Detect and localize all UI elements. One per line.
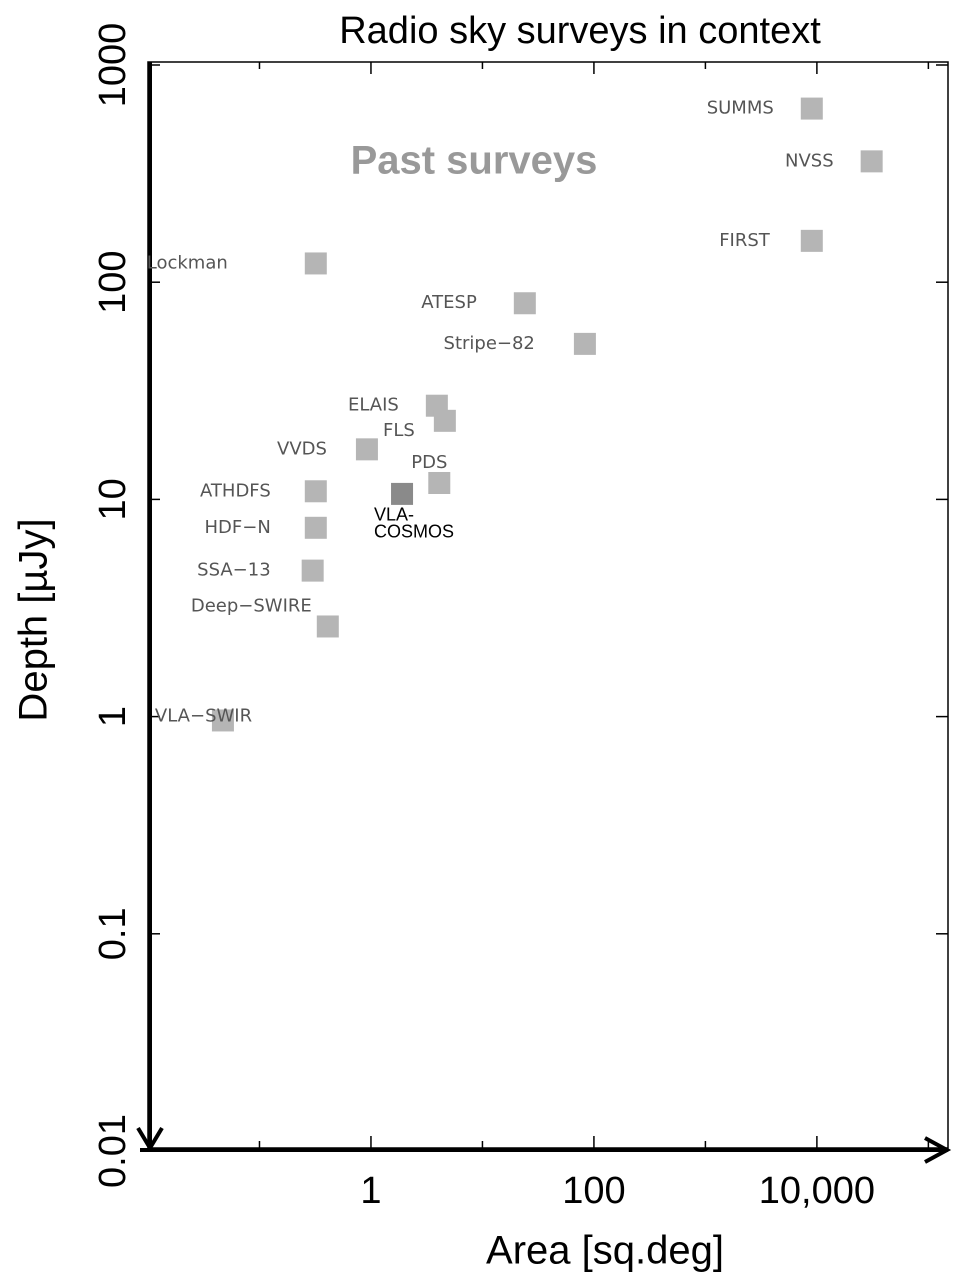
point [211,709,234,732]
point-label: ELAIS [348,395,399,416]
y-tick-label: 0.01 [92,1114,134,1188]
point-label: VVDS [277,438,327,459]
point-label: VLA- [374,505,414,525]
point-label: Lockman [147,252,228,273]
point [433,409,456,432]
y-tick-label: 0.1 [92,907,134,960]
point-label: Deep−SWIRE [191,595,312,616]
point [513,292,536,315]
point [304,516,327,539]
point-label: ATHDFS [200,480,271,501]
point-label: SUMMS [707,98,774,119]
point [304,480,327,503]
point [428,471,451,494]
point [800,229,823,252]
point-label: PDS [411,452,447,473]
x-arrow [924,1136,952,1164]
x-tick-label: 100 [562,1170,625,1212]
point-label: HDF−N [204,517,270,538]
chart-title: Radio sky surveys in context [339,10,821,52]
point-label: VLA−SWIR [155,705,252,726]
point-label: NVSS [785,150,834,171]
point [304,252,327,275]
point-label: FLS [383,420,415,441]
point-label: Stripe−82 [444,333,535,354]
point [391,482,414,505]
point [316,615,339,638]
point [573,332,596,355]
x-tick-label: 10,000 [759,1170,875,1212]
x-tick-label: 1 [360,1170,381,1212]
x-axis-title: Area [sq.deg] [486,1229,724,1273]
y-tick-label: 100 [92,250,134,313]
y-tick-label: 10 [92,478,134,520]
point-label: COSMOS [374,522,454,542]
point-label: FIRST [719,230,771,251]
point [860,150,883,173]
annotation: Past surveys [351,139,598,183]
point-label: ATESP [421,292,477,313]
y-tick-label: 1000 [92,23,134,108]
y-tick-label: 1 [92,706,134,727]
point [355,438,378,461]
y-axis-title: Depth [µJy] [12,518,56,721]
point-label: SSA−13 [197,560,271,581]
point [800,97,823,120]
point [301,559,324,582]
